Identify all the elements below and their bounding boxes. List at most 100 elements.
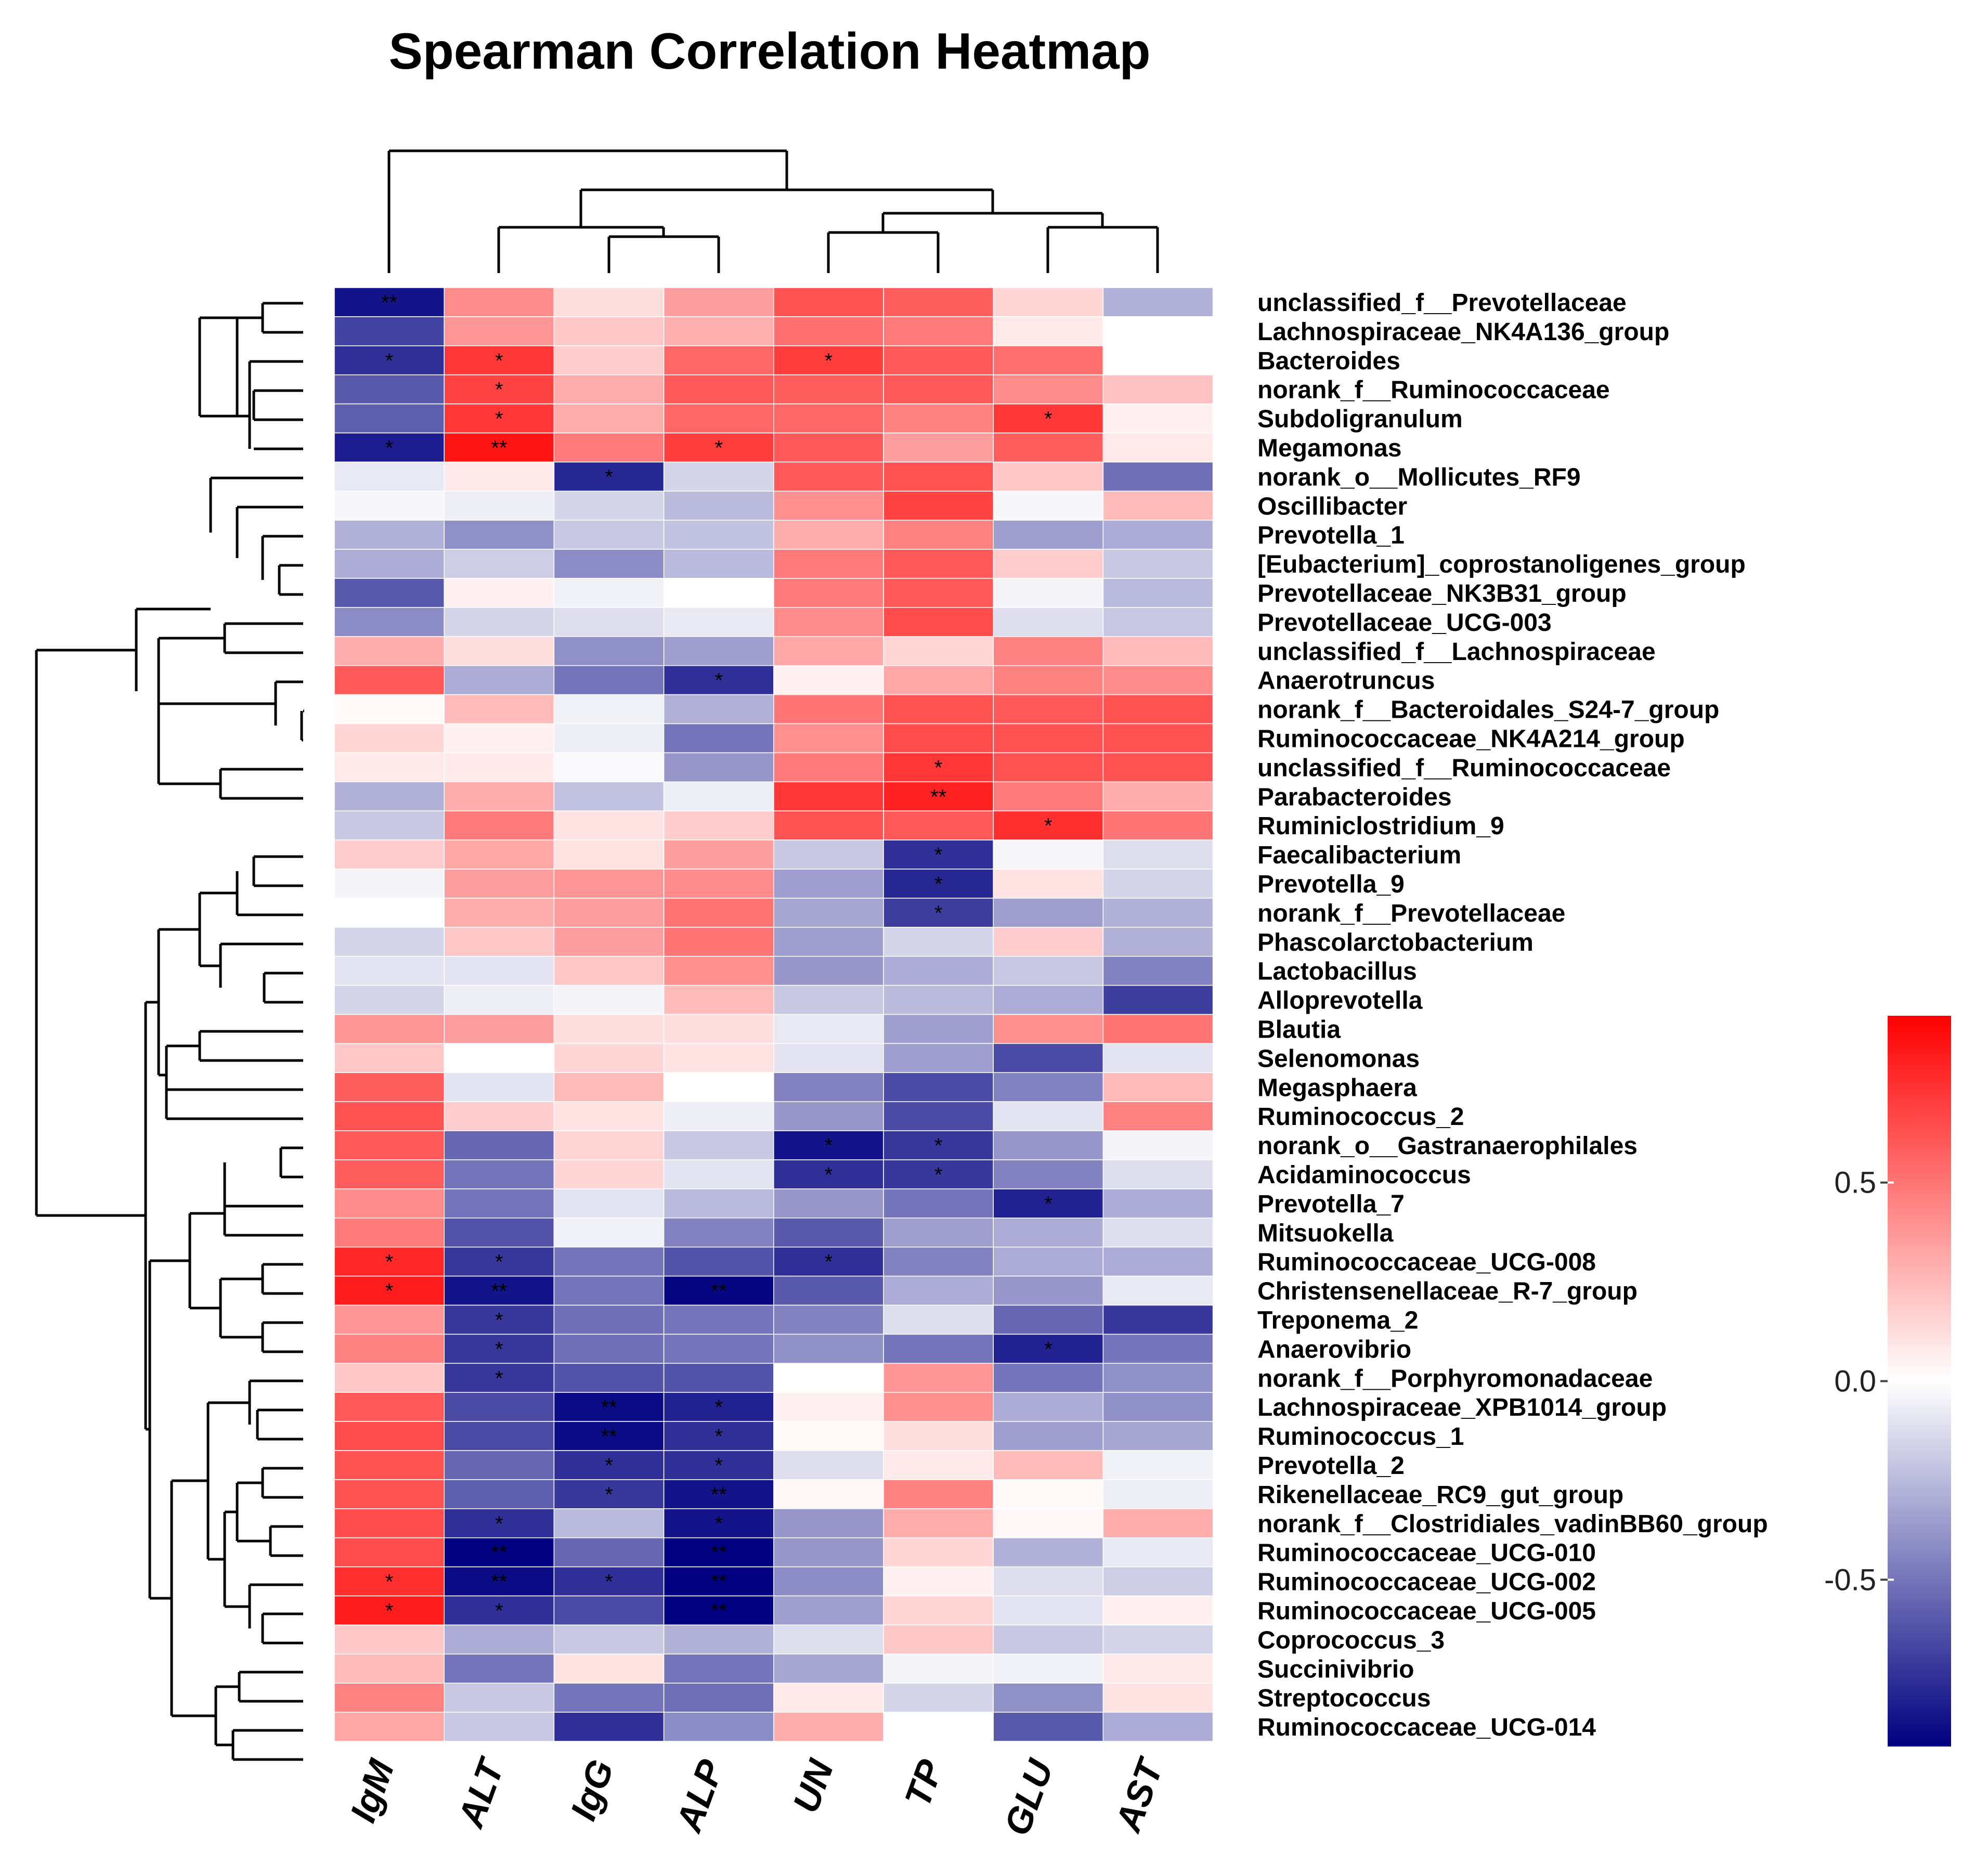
heatmap-cell (553, 1188, 665, 1219)
heatmap-cell (993, 1450, 1104, 1480)
heatmap-cell (444, 1624, 555, 1655)
heatmap-cell (553, 1218, 665, 1248)
heatmap-cell (1102, 1014, 1214, 1044)
row-label: norank_o__Mollicutes_RF9 (1257, 463, 1581, 491)
heatmap-cell (883, 898, 994, 928)
heatmap-cell (334, 1101, 445, 1131)
heatmap-cell (553, 665, 665, 695)
significance-mark: * (385, 1571, 394, 1594)
heatmap-cell (444, 1101, 555, 1131)
heatmap-cell (883, 1450, 994, 1480)
heatmap-cell (993, 1712, 1104, 1742)
heatmap-cell (1102, 781, 1214, 811)
row-label: Christensenellaceae_R-7_group (1257, 1278, 1638, 1305)
heatmap-cell (883, 374, 994, 405)
heatmap-cell (1102, 1537, 1214, 1568)
heatmap-cell (334, 316, 445, 346)
row-labels: unclassified_f__PrevotellaceaeLachnospir… (1257, 289, 1768, 1741)
heatmap-cell (773, 1043, 884, 1073)
significance-mark: * (1044, 1193, 1053, 1215)
heatmap-cell (444, 549, 555, 579)
row-dendrogram-branch (261, 302, 303, 334)
row-label: Prevotella_2 (1257, 1452, 1405, 1480)
heatmap-cell (663, 1130, 774, 1160)
significance-mark: * (1044, 814, 1053, 837)
row-dendrogram-branch (261, 1263, 303, 1295)
heatmap-cell (444, 1653, 555, 1684)
heatmap-cell (553, 985, 665, 1015)
row-dendrogram-branch (261, 1467, 303, 1557)
significance-mark: ** (601, 1396, 617, 1419)
row-dendrogram-branch (198, 316, 303, 450)
heatmap-cell (1102, 520, 1214, 550)
row-label: Ruminococcus_2 (1257, 1103, 1464, 1131)
heatmap-cell (663, 1275, 774, 1306)
heatmap-cell (773, 1566, 884, 1597)
heatmap-cell (444, 1043, 555, 1073)
heatmap-cell (663, 810, 774, 840)
significance-mark: * (825, 1134, 833, 1157)
heatmap-cell (1102, 898, 1214, 928)
row-label: Oscillibacter (1257, 493, 1407, 520)
row-dendrogram-branch (223, 1192, 303, 1237)
colorbar-gradient (1888, 1016, 1951, 1746)
heatmap-cell (773, 432, 884, 463)
significance-mark: * (385, 1280, 394, 1303)
heatmap-cell (444, 752, 555, 783)
heatmap-cell (334, 1566, 445, 1597)
heatmap-cell (1102, 1421, 1214, 1451)
significance-mark: * (714, 436, 723, 459)
heatmap-cell (553, 578, 665, 608)
row-dendrogram (35, 302, 304, 1761)
heatmap-cell (444, 1334, 555, 1364)
heatmap-cell (334, 1508, 445, 1538)
heatmap-cell (334, 1304, 445, 1335)
heatmap-cell (334, 636, 445, 666)
significance-mark: ** (711, 1571, 727, 1594)
column-labels: IgM ALT IgG ALP UN TP GLU AST (342, 1752, 1172, 1841)
heatmap-cell (444, 1479, 555, 1509)
heatmap-cell (883, 665, 994, 695)
heatmap-cell (883, 839, 994, 870)
heatmap-cell (553, 1275, 665, 1306)
heatmap-cell (663, 432, 774, 463)
heatmap-cell (553, 1624, 665, 1655)
heatmap-cell (334, 1014, 445, 1044)
column-dendrogram-branch (497, 226, 665, 273)
heatmap-cell (334, 1653, 445, 1684)
heatmap-cell (773, 1595, 884, 1626)
row-label: norank_f__Ruminococcaceae (1257, 377, 1610, 404)
heatmap-cell (663, 345, 774, 376)
heatmap-cell (334, 1392, 445, 1422)
heatmap-cell (334, 1218, 445, 1248)
heatmap-cell (1102, 1508, 1214, 1538)
heatmap-cell (553, 374, 665, 405)
heatmap-cell (993, 1014, 1104, 1044)
row-label: Ruminococcaceae_UCG-010 (1257, 1539, 1596, 1567)
heatmap-cell (444, 636, 555, 666)
column-label: GLU (996, 1754, 1061, 1841)
heatmap-cell (553, 781, 665, 811)
heatmap-cell (663, 839, 774, 870)
heatmap-cell (1102, 1334, 1214, 1364)
significance-mark: * (934, 1163, 943, 1186)
row-dendrogram-branch (278, 564, 303, 596)
heatmap-cell (773, 1188, 884, 1219)
heatmap-cell (553, 1566, 665, 1597)
row-dendrogram-branch (223, 622, 303, 654)
heatmap-cell (993, 549, 1104, 579)
row-label: Anaerotruncus (1257, 667, 1435, 695)
heatmap-cell (663, 287, 774, 317)
colorbar-tick-label: -0.5 (1824, 1563, 1876, 1597)
heatmap-cell (1102, 927, 1214, 957)
row-label: Streptococcus (1257, 1685, 1431, 1712)
heatmap-cell (993, 1072, 1104, 1102)
heatmap-cell (334, 869, 445, 899)
heatmap-cell (444, 839, 555, 870)
row-dendrogram-branch (165, 1044, 303, 1120)
heatmap-cell (993, 1595, 1104, 1626)
heatmap-cell (883, 1508, 994, 1538)
heatmap-cell (334, 694, 445, 724)
heatmap-cell (993, 1188, 1104, 1219)
column-dendrogram-branch (579, 188, 994, 227)
